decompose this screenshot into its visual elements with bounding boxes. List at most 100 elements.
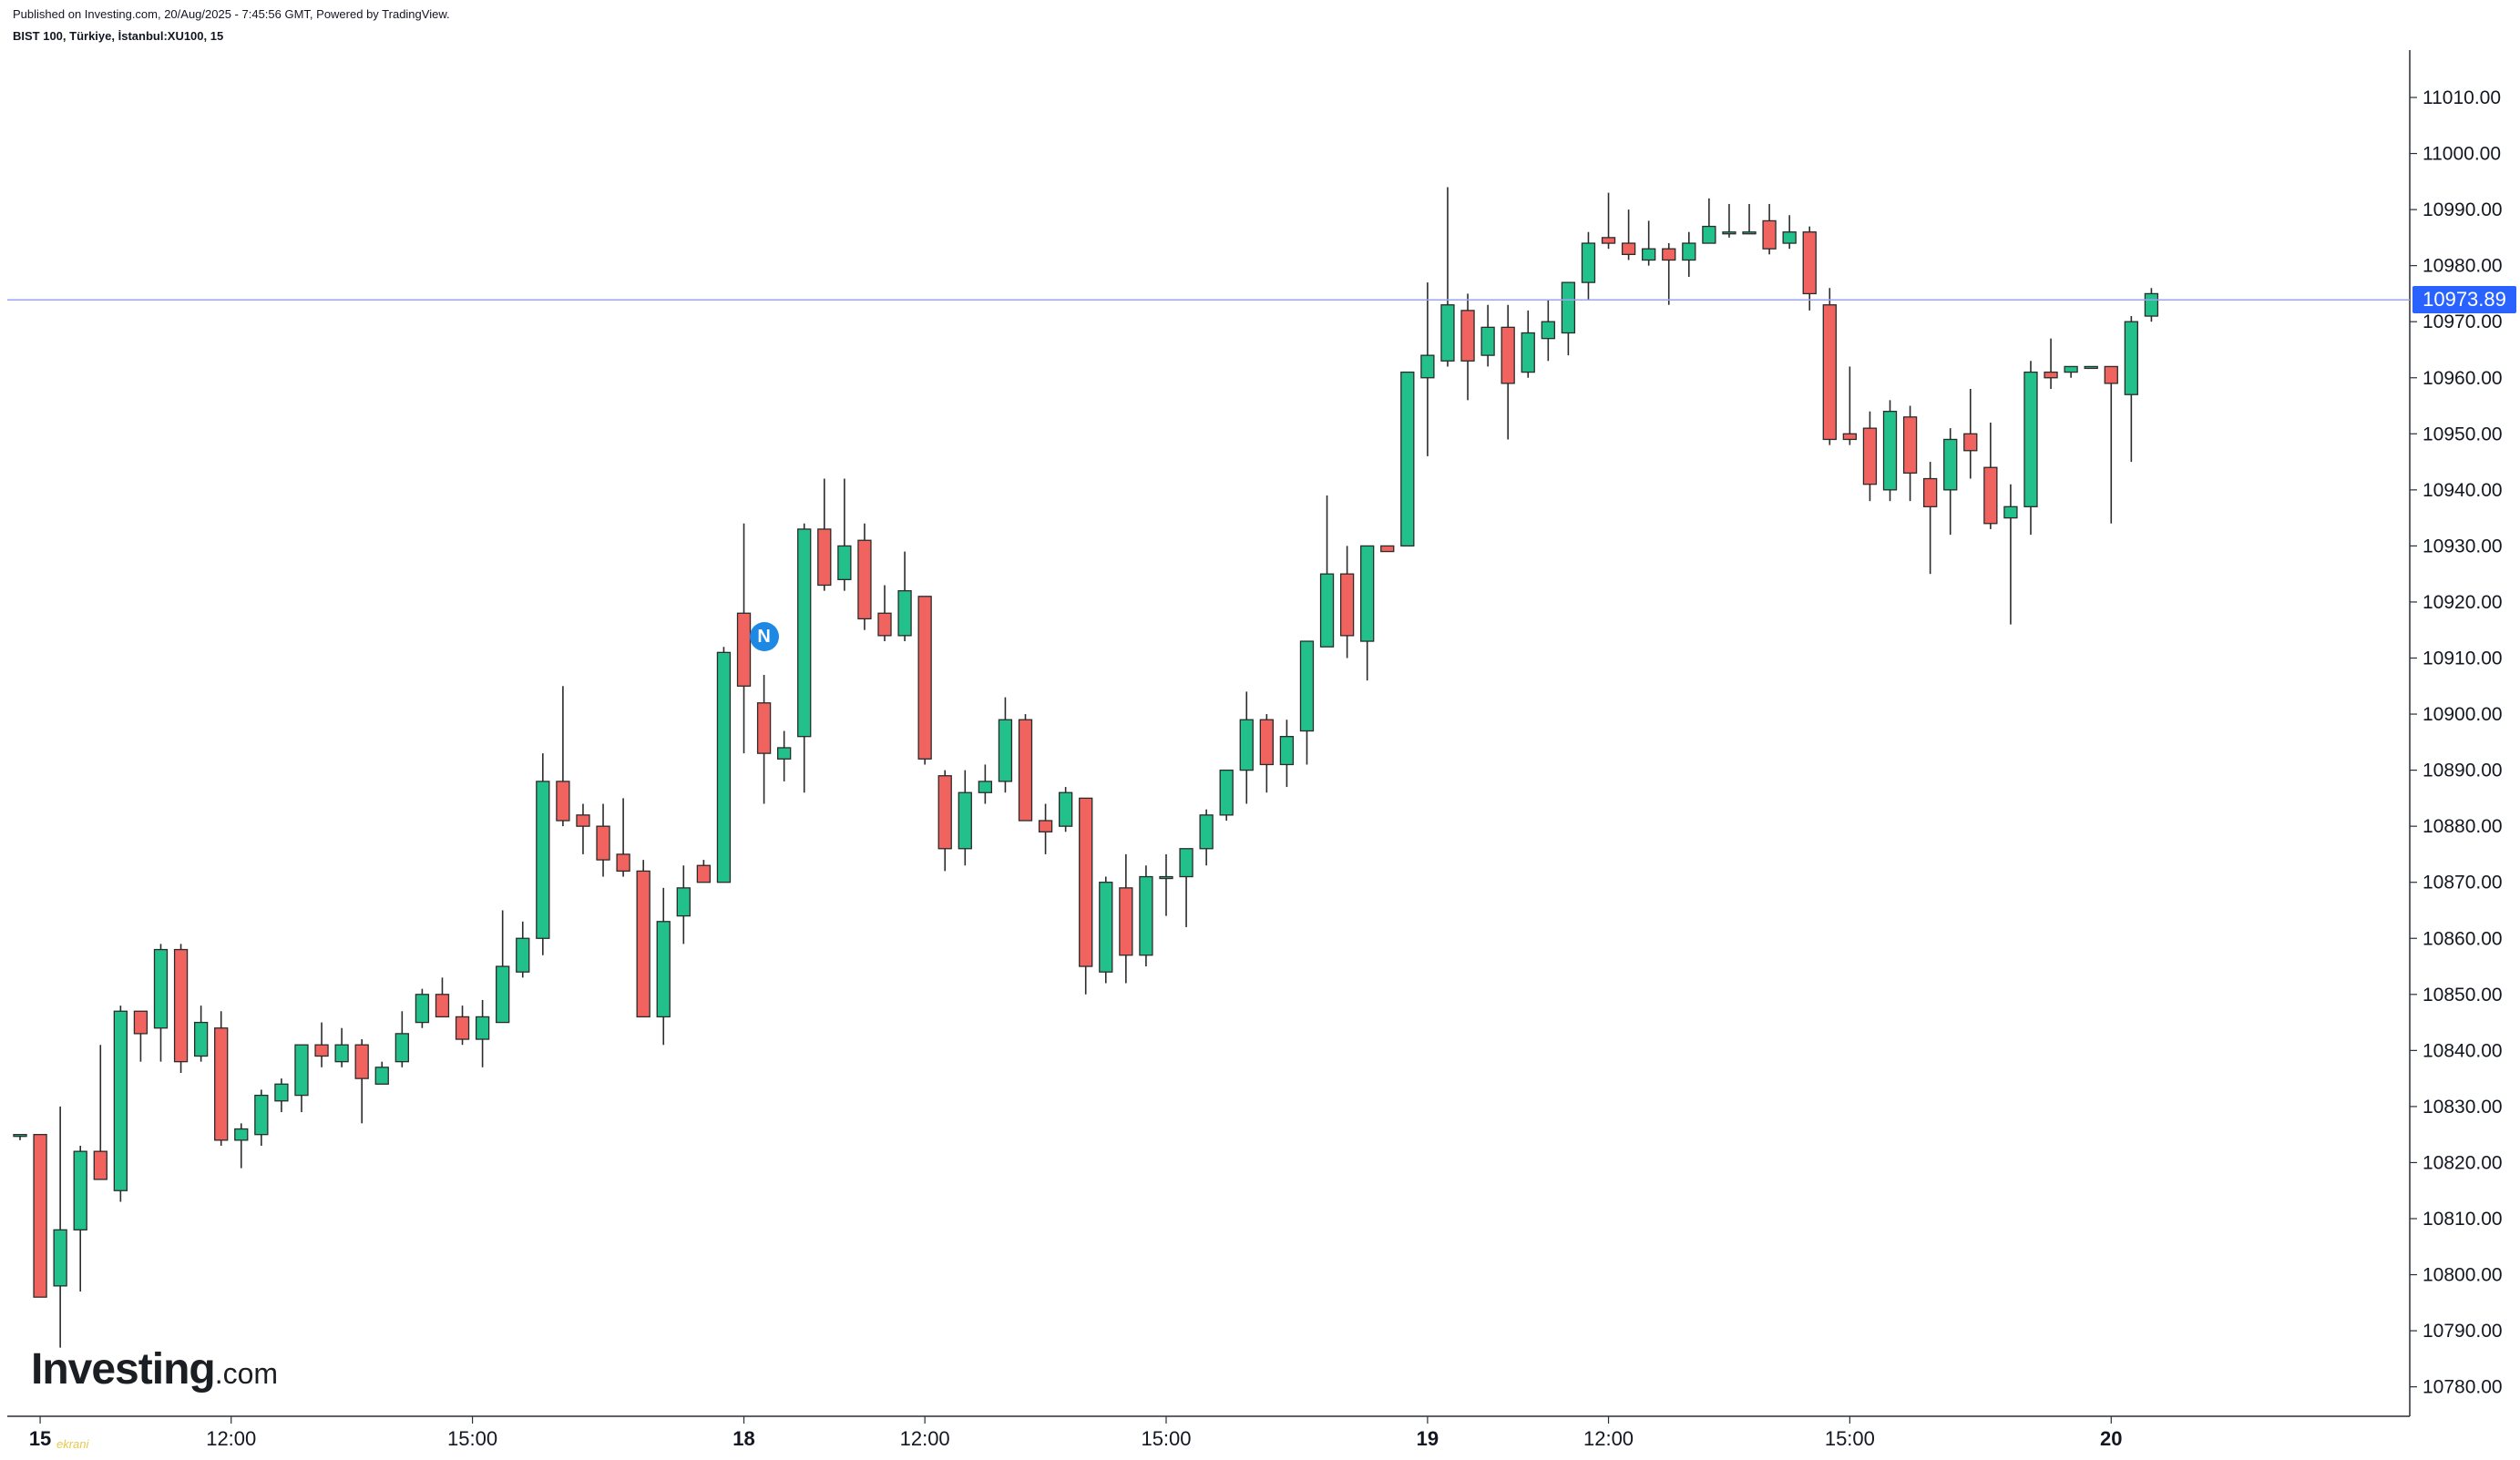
candle-body-down: [1460, 310, 1475, 362]
candle-body-down: [877, 612, 892, 637]
candle-body-up: [837, 545, 852, 580]
candle-body-down: [1842, 433, 1858, 441]
x-tick-label: 12:00: [206, 1427, 256, 1450]
candle-body-down: [1862, 427, 1878, 485]
candle-body-up: [1561, 281, 1576, 334]
candle-body-down: [1018, 719, 1033, 822]
symbol-title: BIST 100, Türkiye, İstanbul:XU100, 15: [13, 29, 224, 43]
y-tick-label: 10890.00: [2423, 761, 2503, 781]
candle-body-up: [1541, 321, 1555, 340]
candle-body-up: [1882, 411, 1898, 491]
candle-body-up: [53, 1229, 67, 1287]
candle-body-down: [455, 1016, 470, 1040]
candle-body-down: [1079, 797, 1093, 967]
candle-body-down: [1339, 573, 1355, 637]
candle-body-down: [133, 1010, 149, 1035]
candle-body-down: [1922, 477, 1938, 507]
y-tick-label: 10870.00: [2423, 873, 2503, 893]
candle-body-down: [214, 1027, 229, 1141]
candle-body-up: [1099, 882, 1113, 973]
candle-body-down: [596, 825, 610, 861]
y-tick-label: 10960.00: [2423, 368, 2503, 389]
candle-body-up: [1521, 332, 1535, 373]
candle-body-up: [676, 887, 691, 917]
published-note: Published on Investing.com, 20/Aug/2025 …: [13, 7, 450, 21]
x-tick-label: 15: [29, 1427, 51, 1450]
candle-body-up: [516, 937, 530, 973]
candle-body-up: [1480, 326, 1495, 356]
candle-body-up: [1782, 231, 1797, 244]
candle-body-down: [1038, 820, 1053, 832]
x-tick-label: 15:00: [1141, 1427, 1191, 1450]
candle-body-up: [496, 965, 510, 1024]
candle-body-down: [937, 775, 952, 850]
candle-body-up: [1682, 242, 1696, 261]
candle-body-up: [1159, 875, 1173, 880]
y-tick-label: 10830.00: [2423, 1097, 2503, 1118]
candle-body-down: [817, 528, 832, 587]
candle-body-up: [958, 791, 972, 850]
y-tick-label: 11000.00: [2423, 144, 2501, 165]
x-tick-label: 12:00: [1583, 1427, 1634, 1450]
candle-body-up: [897, 589, 912, 637]
candle-body-down: [616, 853, 630, 873]
candle-body-up: [2023, 371, 2038, 507]
candle-body-down: [1802, 231, 1817, 295]
candle-body-up: [1742, 231, 1757, 235]
x-tick-label: 15:00: [447, 1427, 497, 1450]
x-axis-ticks: 15 12:00 15:00 18 12:00 15:00 19 12:00 15:00 20: [29, 1416, 2123, 1450]
candle-body-up: [536, 781, 550, 939]
candle-body-up: [1943, 438, 1958, 491]
candle-body-down: [2044, 371, 2058, 379]
candle-body-up: [2124, 321, 2139, 395]
candle-body-up: [2084, 365, 2098, 370]
y-tick-label: 10840.00: [2423, 1040, 2503, 1061]
candle-body-down: [1822, 304, 1837, 441]
candle-body-up: [334, 1044, 349, 1063]
x-tick-label: 18: [732, 1427, 754, 1450]
current-price-tag[interactable]: 10973.89: [2412, 286, 2516, 314]
candle-body-up: [1319, 573, 1335, 648]
candle-body-up: [656, 921, 671, 1018]
y-tick-label: 10980.00: [2423, 256, 2503, 277]
x-tick-label: 19: [1417, 1427, 1439, 1450]
candle-body-down: [917, 596, 932, 760]
candle-body-up: [234, 1128, 249, 1141]
candle-body-up: [113, 1010, 128, 1191]
y-tick-label: 10900.00: [2423, 704, 2503, 725]
candle-body-down: [576, 814, 590, 827]
candle-body-up: [1299, 640, 1315, 732]
y-tick-label: 10880.00: [2423, 816, 2503, 837]
y-axis-ticks: 10780.00 10790.00 10800.00 10810.00 10820.00…: [2410, 87, 2503, 1398]
candle-body-down: [314, 1044, 329, 1057]
candle-body-down: [1621, 242, 1636, 255]
candle-body-up: [374, 1067, 389, 1085]
candle-body-up: [274, 1083, 289, 1102]
candle-body-up: [716, 651, 732, 883]
candle-body-up: [998, 719, 1013, 782]
candle-body-down: [696, 864, 712, 883]
candle-body-down: [556, 781, 570, 822]
candle-body-up: [1058, 791, 1073, 827]
candle-body-down: [1259, 719, 1274, 766]
candle-body-up: [978, 781, 993, 793]
candle-body-up: [1420, 354, 1435, 379]
candle-body-down: [1902, 416, 1918, 475]
news-marker[interactable]: N: [749, 621, 779, 651]
candle-body-up: [1440, 304, 1455, 362]
y-tick-label: 10990.00: [2423, 199, 2503, 220]
candle-body-up: [1400, 371, 1415, 547]
axes: [7, 50, 2411, 1417]
candle-body-up: [1642, 248, 1656, 261]
candle-body-up: [475, 1016, 490, 1040]
candle-body-up: [73, 1150, 87, 1230]
candle-body-up: [1360, 545, 1375, 642]
candle-body-up: [797, 528, 812, 738]
candle-body-up: [1581, 242, 1596, 283]
candle-body-up: [1279, 736, 1295, 766]
candle-body-up: [153, 948, 169, 1029]
candle-body-up: [13, 1134, 27, 1138]
y-tick-label: 10860.00: [2423, 928, 2503, 949]
